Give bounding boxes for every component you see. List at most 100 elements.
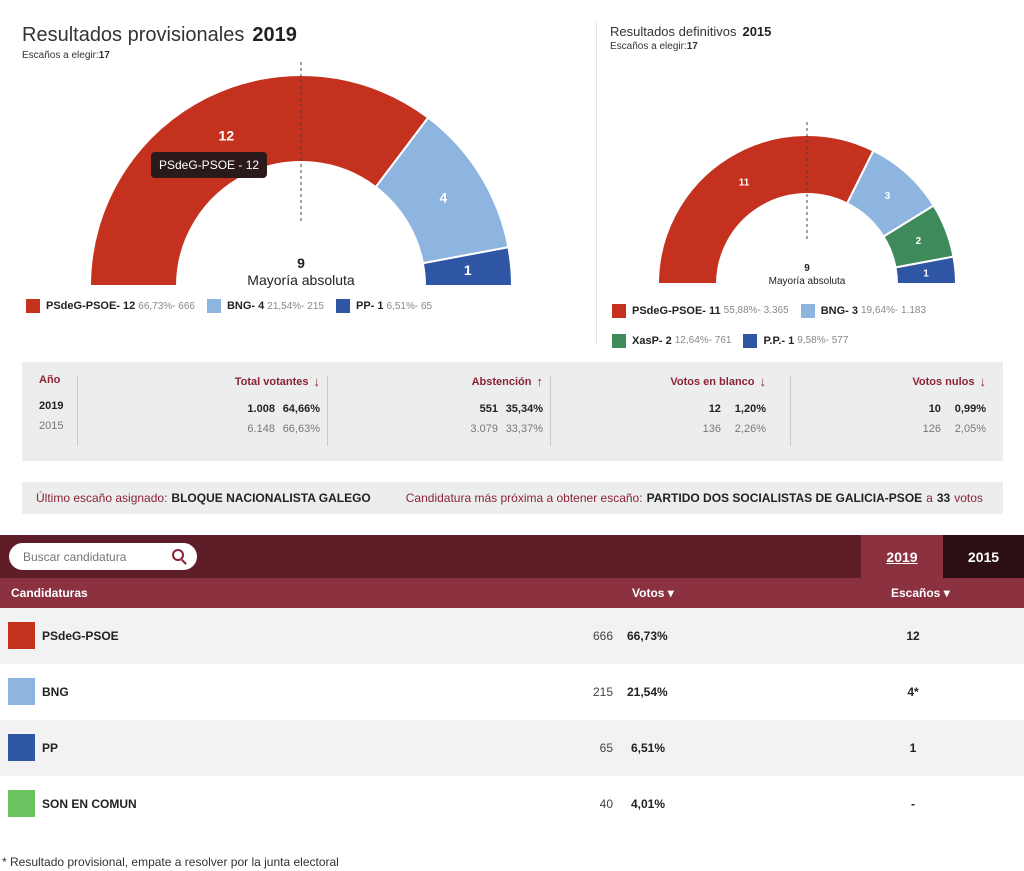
legend-name: P.P.- 1 (763, 335, 795, 347)
results-table-header: Candidaturas Votos ▾ Escaños ▾ (0, 578, 1024, 608)
results-table-toolbar: 2019 2015 (0, 535, 1024, 578)
stats-current-pct: 1,20% (734, 403, 766, 415)
stats-current-pct: 0,99% (954, 403, 986, 415)
next-seat-votes-unit: votos (954, 491, 983, 505)
legend-item: BNG- 4 21,54%- 215 (206, 299, 324, 313)
party-seats: - (911, 797, 915, 811)
stats-current-row: 12 1,20% (556, 403, 766, 415)
party-pct: 21,54% (627, 685, 668, 699)
legend-item: BNG- 3 19,64%- 1.183 (800, 298, 927, 324)
party-name: BNG (42, 685, 69, 699)
stats-col: Votos nulos ↓ 10 0,99% 126 2,05% (786, 374, 986, 449)
seat-arc-pp[interactable] (421, 246, 514, 287)
party-seats: 1 (909, 741, 917, 755)
current-seats-info: Escaños a elegir:17 (22, 50, 110, 61)
stats-year-col: Año 2019 2015 (39, 374, 89, 449)
legend-name: PP- 1 (355, 300, 384, 312)
stats-prev-row: 136 2,26% (556, 423, 766, 435)
stats-year-prev: 2015 (39, 420, 64, 432)
stats-col-header[interactable]: Abstención ↑ (333, 374, 543, 389)
party-votes: 215 (592, 685, 613, 699)
party-pct: 4,01% (630, 797, 665, 811)
legend-swatch (612, 334, 626, 348)
col-votos-sort[interactable]: Votos ▾ (632, 586, 674, 600)
stats-prev-number: 136 (702, 423, 721, 435)
seat-arc-psdeg-psoe[interactable] (656, 134, 875, 285)
seat-arc-label: 3 (885, 191, 891, 202)
party-seats: 4* (907, 685, 919, 699)
stats-col: Total votantes ↓ 1.008 64,66% 6.148 66,63% (100, 374, 320, 449)
legend-name: XasP- 2 (632, 335, 672, 347)
stats-year-current: 2019 (39, 400, 64, 412)
stats-prev-row: 6.148 66,63% (100, 423, 320, 435)
legend-detail: 66,73%- 666 (138, 300, 195, 312)
next-seat-label: Candidatura más próxima a obtener escaño… (405, 491, 643, 505)
legend-swatch (206, 299, 221, 313)
stats-col-header[interactable]: Total votantes ↓ (100, 374, 320, 389)
tab-2019[interactable]: 2019 (861, 535, 943, 578)
sort-arrow-icon: ↓ (759, 374, 767, 389)
party-color-swatch (8, 734, 35, 761)
stats-prev-pct: 33,37% (505, 423, 543, 435)
search-input[interactable] (9, 543, 197, 570)
legend-swatch (335, 299, 350, 313)
search-icon[interactable] (172, 549, 184, 561)
party-name: PP (42, 741, 59, 755)
stats-current-number: 12 (708, 403, 721, 415)
stats-col-header-text: Votos en blanco (670, 375, 755, 388)
party-color-swatch (8, 678, 35, 705)
table-row[interactable]: PP 65 6,51% 1 (0, 720, 1024, 776)
seat-arc-psdeg-psoe[interactable] (88, 74, 430, 287)
stats-year-header: Año (39, 374, 61, 386)
stats-prev-pct: 66,63% (282, 423, 320, 435)
previous-title: Resultados definitivos 2015 (610, 24, 771, 39)
turnout-stats: Año 2019 2015 Total votantes ↓ 1.008 64,66… (22, 362, 1003, 461)
legend-detail: 55,88%- 3.365 (723, 305, 789, 316)
previous-results-panel: Resultados definitivos 2015 Escaños a ele… (596, 22, 1024, 348)
divider (790, 376, 791, 446)
col-escanos-sort[interactable]: Escaños ▾ (891, 586, 950, 600)
sort-arrow-icon: ↑ (536, 374, 544, 389)
stats-col: Votos en blanco ↓ 12 1,20% 136 2,26% (556, 374, 766, 449)
legend-name: PSdeG-PSOE- 11 (632, 305, 721, 317)
current-legend: PSdeG-PSOE- 12 66,73%- 666 BNG- 4 21,54%- 2… (26, 299, 586, 316)
stats-col-header-text: Total votantes (234, 375, 309, 388)
seat-arc-label: 1 (464, 262, 472, 278)
stats-col: Abstención ↑ 551 35,34% 3.079 33,37% (333, 374, 543, 449)
next-seat-connector: a (926, 491, 933, 505)
seat-assignment-info: Último escaño asignado: BLOQUE NACIONALI… (22, 482, 1003, 514)
legend-swatch (800, 304, 815, 318)
legend-item: XasP- 2 12,64%- 761 (612, 328, 731, 354)
table-row[interactable]: PSdeG-PSOE 666 66,73% 12 (0, 608, 1024, 664)
legend-detail: 6,51%- 65 (386, 300, 433, 312)
divider (327, 376, 328, 446)
stats-col-header[interactable]: Votos nulos ↓ (786, 374, 986, 389)
stats-current-row: 551 35,34% (333, 403, 543, 415)
legend-name: BNG- 4 (226, 300, 265, 312)
legend-swatch (26, 299, 40, 313)
legend-detail: 9,58%- 577 (797, 335, 849, 346)
tab-2015[interactable]: 2015 (943, 535, 1024, 578)
legend-item: PSdeG-PSOE- 11 55,88%- 3.365 (612, 298, 789, 324)
table-row[interactable]: SON EN COMUN 40 4,01% - (0, 776, 1024, 832)
current-seats-label: Escaños a elegir: (22, 50, 99, 61)
stats-current-number: 1.008 (247, 403, 275, 415)
legend-item: P.P.- 1 9,58%- 577 (743, 328, 848, 354)
party-name: PSdeG-PSOE (42, 629, 119, 643)
legend-swatch (612, 304, 626, 318)
stats-col-header[interactable]: Votos en blanco ↓ (556, 374, 766, 389)
stats-col-header-text: Votos nulos (912, 375, 975, 388)
party-votes: 40 (599, 797, 613, 811)
party-votes: 65 (599, 741, 613, 755)
legend-swatch (743, 334, 758, 348)
seat-arc-p-p-[interactable] (894, 255, 958, 285)
previous-year: 2015 (742, 24, 772, 39)
legend-item: PSdeG-PSOE- 12 66,73%- 666 (26, 299, 195, 313)
legend-name: BNG- 3 (820, 305, 858, 317)
previous-seats-chart: 11 3 2 1 (656, 122, 958, 285)
current-title: Resultados provisionales 2019 (22, 24, 297, 47)
next-seat-votes: 33 (936, 491, 951, 505)
table-row[interactable]: BNG 215 21,54% 4* (0, 664, 1024, 720)
stats-current-pct: 64,66% (282, 403, 320, 415)
legend-detail: 19,64%- 1.183 (861, 305, 927, 316)
